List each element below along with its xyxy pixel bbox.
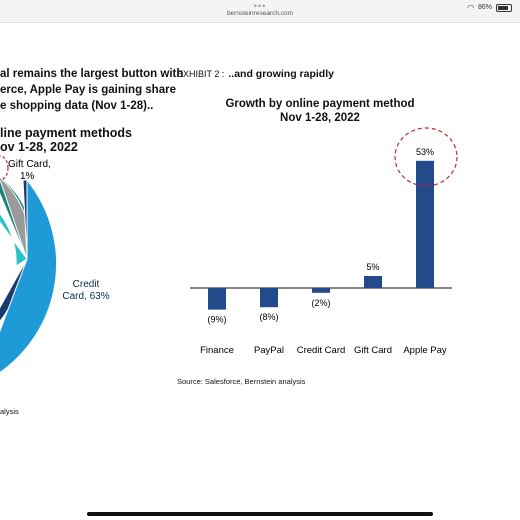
bar-value-label: (2%) bbox=[311, 298, 330, 308]
bar-chart-title-line-2: Nov 1-28, 2022 bbox=[280, 112, 360, 124]
battery-percent: 86% bbox=[477, 4, 492, 11]
left-source-note: alysis bbox=[0, 407, 19, 416]
pie-chart-title: line payment methods ov 1-28, 2022 bbox=[0, 126, 132, 154]
bar-chart-title-line-1: Growth by online payment method bbox=[225, 98, 415, 110]
bar-value-label: (9%) bbox=[207, 315, 226, 325]
exhibit-heading: EXHIBIT 2 : ..and growing rapidly bbox=[177, 68, 334, 80]
battery-fill bbox=[498, 5, 509, 10]
pie-chart: Gift Card, 1% Credit Card, 63% bbox=[0, 155, 110, 373]
pie-label-credit-name: Credit bbox=[73, 279, 100, 290]
left-exhibit-header: al remains the largest button with erce,… bbox=[0, 66, 184, 114]
bar-chart-title: Growth by online payment method Nov 1-28… bbox=[190, 97, 450, 125]
pie-label-gift-card-name: Gift Card, bbox=[8, 159, 51, 170]
x-tick-label: Apple Pay bbox=[403, 345, 447, 356]
exhibit-label: EXHIBIT 2 : bbox=[177, 69, 225, 79]
bar-credit-card bbox=[312, 288, 330, 293]
exhibit-title: ..and growing rapidly bbox=[228, 68, 334, 80]
bar-paypal bbox=[260, 288, 278, 308]
home-indicator[interactable] bbox=[87, 512, 433, 516]
left-header-line-1: al remains the largest button with bbox=[0, 68, 184, 80]
tab-menu-dots[interactable]: ••• bbox=[253, 1, 267, 11]
pie-title-line-1: line payment methods bbox=[0, 126, 132, 140]
source-note: Source: Salesforce, Bernstein analysis bbox=[177, 377, 306, 386]
bar-apple-pay bbox=[416, 160, 434, 288]
pie-slice-credit-card bbox=[0, 178, 58, 373]
gift-card-highlight-circle bbox=[0, 155, 9, 181]
battery-icon bbox=[496, 3, 512, 12]
pie-label-credit-value: Card, 63% bbox=[62, 291, 109, 302]
bar-finance bbox=[208, 288, 226, 310]
pie-title-line-2: ov 1-28, 2022 bbox=[0, 140, 78, 154]
bar-chart-marks: (9%) Finance (8%) PayPal (2%) Credit Card 5% Gi… bbox=[200, 147, 447, 356]
pie-slice-aqua bbox=[0, 212, 28, 267]
browser-status-bar: ••• bernsteinresearch.com ◠ 86% bbox=[0, 0, 520, 23]
address-bar-url[interactable]: bernsteinresearch.com bbox=[226, 10, 294, 17]
bar-value-label: (8%) bbox=[259, 312, 278, 322]
system-indicators: ◠ 86% bbox=[467, 3, 512, 12]
pie-label-gift-card-value: 1% bbox=[20, 171, 35, 182]
left-header-line-3: e shopping data (Nov 1-28).. bbox=[0, 100, 154, 112]
bar-gift-card bbox=[364, 276, 382, 288]
x-tick-label: PayPal bbox=[254, 345, 284, 356]
apple-pay-highlight-circle bbox=[394, 127, 458, 187]
bar-value-label: 5% bbox=[366, 262, 379, 272]
x-tick-label: Credit Card bbox=[297, 345, 346, 356]
x-tick-label: Finance bbox=[200, 345, 234, 356]
bar-value-label: 53% bbox=[416, 147, 434, 157]
left-header-line-2: erce, Apple Pay is gaining share bbox=[0, 84, 176, 96]
wifi-icon: ◠ bbox=[467, 3, 474, 12]
pie-slice-gift-card bbox=[22, 179, 28, 260]
x-tick-label: Gift Card bbox=[354, 345, 392, 356]
